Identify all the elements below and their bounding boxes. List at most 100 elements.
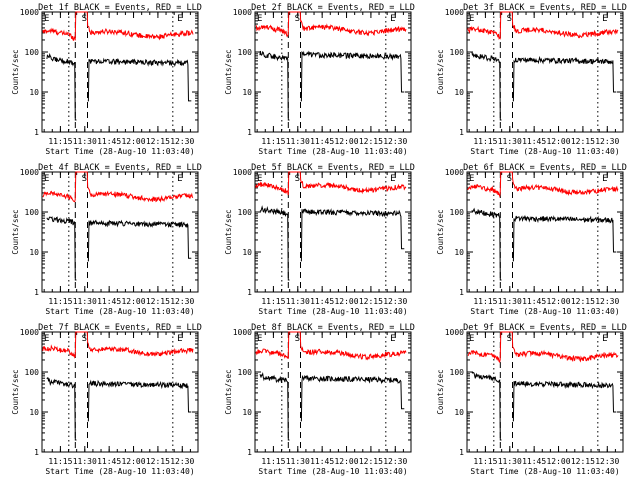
x-tick-label: 12:00	[334, 137, 358, 146]
series-lld	[42, 171, 194, 203]
y-tick-label: 10	[242, 88, 252, 97]
y-axis-label: Counts/sec	[224, 209, 233, 254]
y-tick-label: 1	[459, 128, 464, 137]
marker-e: E	[44, 14, 49, 24]
x-tick-label: 11:30	[286, 297, 310, 306]
panel-title: Det 9f BLACK = Events, RED = LLD	[463, 323, 627, 333]
marker-s: S	[82, 174, 87, 184]
x-tick-label: 11:30	[498, 297, 522, 306]
x-tick-label: 11:45	[97, 457, 121, 466]
marker-e: E	[177, 334, 182, 344]
x-tick-label: 11:30	[73, 297, 97, 306]
x-axis-label: Start Time (28-Aug-10 11:03:40)	[45, 467, 194, 476]
x-tick-label: 11:45	[522, 297, 546, 306]
y-tick-label: 1000	[233, 328, 252, 337]
x-tick-label: 12:30	[383, 297, 407, 306]
panel-det-5: Det 5f BLACK = Events, RED = LLD 1 10 100 10…	[224, 163, 415, 316]
x-tick-label: 12:15	[571, 297, 595, 306]
x-tick-label: 11:45	[310, 297, 334, 306]
y-tick-label: 100	[450, 208, 465, 217]
marker-s: S	[295, 174, 300, 184]
series-events	[259, 205, 290, 281]
x-tick-label: 12:00	[121, 457, 145, 466]
series-lld	[467, 171, 619, 198]
y-tick-label: 10	[242, 408, 252, 417]
marker-s: S	[507, 174, 512, 184]
x-tick-label: 12:15	[571, 137, 595, 146]
marker-s: S	[82, 14, 87, 24]
x-tick-label: 12:30	[595, 457, 619, 466]
panel-title: Det 2f BLACK = Events, RED = LLD	[251, 3, 415, 13]
marker-e: E	[177, 174, 182, 184]
x-tick-label: 11:15	[473, 137, 497, 146]
y-tick-label: 1	[34, 448, 39, 457]
y-tick-label: 1	[459, 448, 464, 457]
series-events	[300, 50, 405, 102]
x-tick-label: 11:30	[286, 457, 310, 466]
panel-det-2: Det 2f BLACK = Events, RED = LLD 1 10 100 10…	[224, 3, 415, 156]
marker-s: S	[295, 334, 300, 344]
y-tick-label: 10	[454, 88, 464, 97]
panel-det-6: Det 6f BLACK = Events, RED = LLD 1 10 100 10…	[436, 163, 627, 316]
marker-e: E	[469, 174, 474, 184]
x-tick-label: 11:15	[261, 457, 285, 466]
series-events	[512, 214, 617, 262]
plot-frame	[254, 331, 412, 453]
x-tick-label: 11:45	[522, 137, 546, 146]
x-tick-label: 12:00	[334, 297, 358, 306]
y-tick-label: 100	[238, 368, 253, 377]
marker-e: E	[257, 174, 262, 184]
series-lld	[42, 331, 194, 359]
x-tick-label: 12:00	[546, 297, 570, 306]
y-tick-label: 1	[34, 128, 39, 137]
x-tick-label: 11:45	[97, 137, 121, 146]
x-tick-label: 12:15	[359, 137, 383, 146]
marker-s: S	[82, 334, 87, 344]
plot-frame	[41, 11, 199, 133]
x-tick-label: 11:15	[261, 297, 285, 306]
x-tick-label: 11:45	[97, 297, 121, 306]
y-axis-label: Counts/sec	[11, 369, 20, 414]
marker-e: E	[602, 14, 607, 24]
y-axis-label: Counts/sec	[224, 369, 233, 414]
panel-title: Det 4f BLACK = Events, RED = LLD	[38, 163, 202, 173]
panel-title: Det 7f BLACK = Events, RED = LLD	[38, 323, 202, 333]
plot-frame	[41, 171, 199, 293]
series-events	[87, 57, 192, 102]
panel-title: Det 6f BLACK = Events, RED = LLD	[463, 163, 627, 173]
y-axis-label: Counts/sec	[436, 369, 445, 414]
series-events	[87, 219, 192, 262]
panel-det-4: Det 4f BLACK = Events, RED = LLD 1 10 100 10…	[11, 163, 202, 316]
series-events	[259, 50, 290, 121]
series-events	[471, 371, 502, 441]
plot-frame	[254, 11, 412, 133]
x-tick-label: 11:15	[261, 137, 285, 146]
x-tick-label: 12:15	[146, 297, 170, 306]
x-axis-label: Start Time (28-Aug-10 11:03:40)	[470, 307, 619, 316]
x-tick-label: 12:30	[595, 137, 619, 146]
x-tick-label: 12:00	[334, 457, 358, 466]
series-events	[46, 377, 77, 441]
series-events	[87, 379, 192, 422]
series-events	[259, 372, 290, 441]
x-tick-label: 11:45	[522, 457, 546, 466]
marker-e: E	[469, 14, 474, 24]
x-tick-label: 12:15	[359, 297, 383, 306]
panel-det-7: Det 7f BLACK = Events, RED = LLD 1 10 100 10…	[11, 323, 202, 476]
x-tick-label: 12:00	[546, 137, 570, 146]
x-tick-label: 11:30	[498, 137, 522, 146]
x-tick-label: 11:30	[73, 137, 97, 146]
y-tick-label: 1000	[445, 8, 464, 17]
x-tick-label: 11:30	[73, 457, 97, 466]
y-axis-label: Counts/sec	[224, 49, 233, 94]
x-tick-label: 12:30	[383, 137, 407, 146]
y-tick-label: 1000	[445, 168, 464, 177]
x-tick-label: 12:15	[146, 457, 170, 466]
x-tick-label: 12:30	[170, 297, 194, 306]
x-tick-label: 12:30	[595, 297, 619, 306]
x-axis-label: Start Time (28-Aug-10 11:03:40)	[45, 147, 194, 156]
y-tick-label: 100	[25, 208, 40, 217]
panel-title: Det 5f BLACK = Events, RED = LLD	[251, 163, 415, 173]
series-lld	[42, 11, 194, 42]
series-events	[512, 55, 617, 102]
